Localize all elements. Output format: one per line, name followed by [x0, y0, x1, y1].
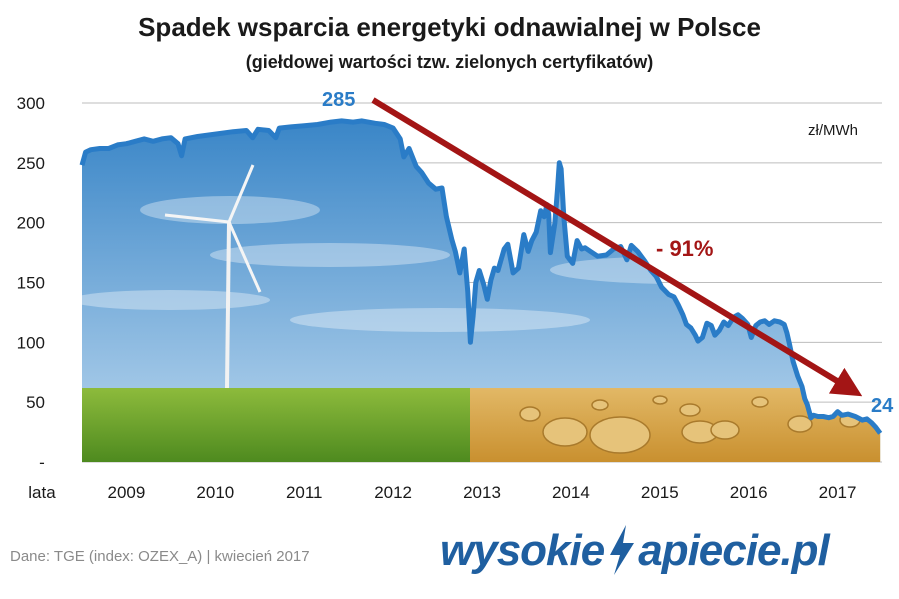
hay-bale	[519, 406, 541, 422]
cloud	[210, 243, 450, 267]
x-tick-label: 2017	[819, 483, 857, 502]
turbine-blade	[227, 164, 255, 223]
hay-bale	[591, 399, 609, 411]
y-axis-ticks: 300 250 200 150 100 50 -	[17, 94, 45, 472]
turbine-tower	[225, 221, 231, 389]
y-tick-label: 100	[17, 333, 45, 352]
turbine-blade	[164, 213, 230, 224]
logo-text-right: apiecie.pl	[638, 526, 830, 575]
decline-arrow	[371, 97, 863, 397]
source-note: Dane: TGE (index: OZEX_A) | kwiecień 201…	[10, 548, 310, 565]
hay-bale	[589, 416, 651, 454]
y-tick-label: 300	[17, 94, 45, 113]
wind-turbine-icon	[164, 164, 262, 389]
hay-bale	[542, 417, 588, 447]
hay-bale	[751, 396, 769, 408]
y-tick-label: 50	[26, 393, 45, 412]
cloud	[290, 308, 590, 332]
y-tick-label: 250	[17, 154, 45, 173]
x-tick-label: 2015	[641, 483, 679, 502]
hay-bale	[787, 415, 813, 433]
lightning-bolt-icon	[610, 525, 635, 575]
x-tick-label: 2014	[552, 483, 590, 502]
chart-subtitle: (giełdowej wartości tzw. zielonych certy…	[245, 52, 654, 72]
y-tick-label: 150	[17, 274, 45, 293]
publisher-logo[interactable]: wysokie apiecie.pl	[440, 525, 830, 576]
logo-text-left: wysokie	[440, 526, 605, 575]
y-tick-label: 200	[17, 214, 45, 233]
hay-bale	[652, 395, 668, 405]
x-tick-label: 2013	[463, 483, 501, 502]
end-value-label: 24	[871, 395, 894, 417]
cloud	[82, 290, 270, 310]
x-tick-label: 2010	[196, 483, 234, 502]
y-tick-label: -	[39, 453, 45, 472]
x-axis-ticks: 2009 2010 2011 2012 2013 2014 2015 2016 2017	[108, 483, 857, 502]
x-tick-label: 2016	[730, 483, 768, 502]
series-line	[79, 118, 883, 435]
x-tick-label: 2011	[286, 483, 323, 502]
x-tick-label: 2009	[108, 483, 146, 502]
chart-title: Spadek wsparcia energetyki odnawialnej w…	[138, 12, 761, 42]
hay-bale	[679, 403, 701, 417]
hay-bale	[710, 420, 740, 440]
change-label: - 91%	[656, 236, 713, 261]
x-axis-label: lata	[28, 483, 56, 502]
hay-bales	[519, 395, 861, 454]
unit-label: zł/MWh	[808, 122, 858, 139]
x-tick-label: 2012	[374, 483, 412, 502]
turbine-blade	[227, 221, 262, 293]
start-value-label: 285	[322, 89, 355, 111]
